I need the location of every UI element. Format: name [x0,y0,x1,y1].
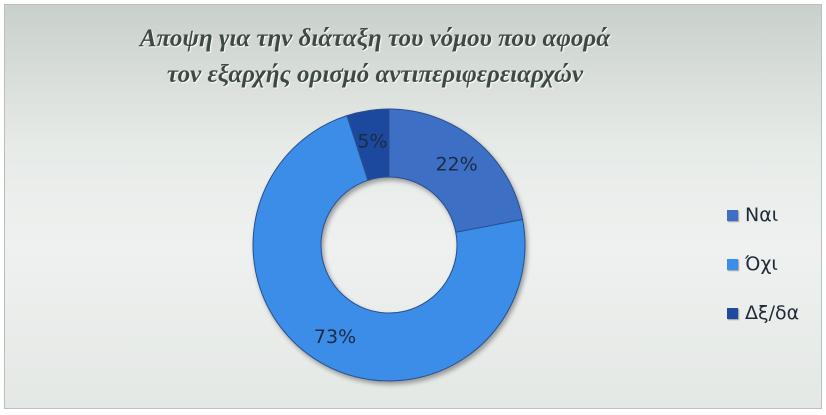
data-label-nai: 22% [435,153,477,175]
slice-ochi [252,115,526,382]
data-label-ochi: 73% [314,326,356,348]
chart-title-line-2: τον εξαρχής ορισμό αντιπεριφερειαρχών [166,61,584,88]
legend-label-nai: Ναι [745,204,779,226]
slice-dkda [346,108,390,181]
labels-group: 22% 73% 5% [314,130,478,348]
chart-title: Αποψη για την διάταξη του νόμου που αφορ… [45,21,705,93]
doughnut-chart: 22% 73% 5% [252,108,526,382]
legend-swatch-nai [727,209,738,221]
legend-item-ochi: Όχι [727,250,799,278]
legend: Ναι Όχι Δξ/δα [727,201,799,348]
legend-item-dkda: Δξ/δα [727,299,799,327]
chart-title-line-1: Αποψη για την διάταξη του νόμου που αφορ… [139,25,611,52]
slices-group [252,108,526,382]
legend-swatch-ochi [727,258,738,270]
legend-swatch-dkda [727,307,738,319]
slice-nai [388,108,524,233]
legend-label-dkda: Δξ/δα [745,302,800,324]
legend-item-nai: Ναι [727,201,799,229]
data-label-dkda: 5% [357,130,387,152]
legend-label-ochi: Όχι [745,253,778,275]
chart-card: Αποψη για την διάταξη του νόμου που αφορ… [4,4,822,409]
